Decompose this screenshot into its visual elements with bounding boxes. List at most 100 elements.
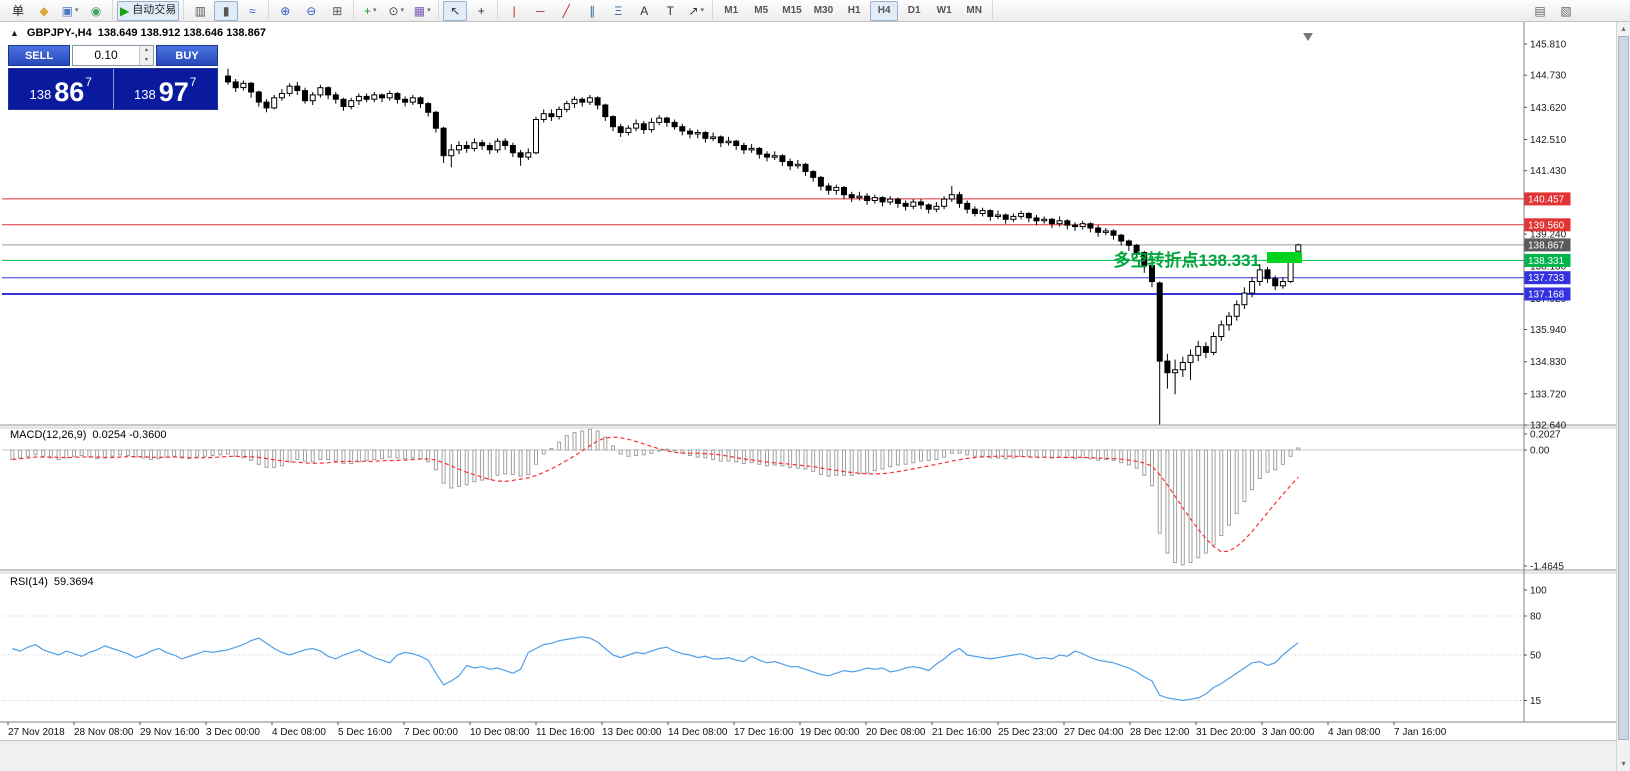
autotrading-button[interactable]: ▶ 自动交易 [117,0,180,21]
timeframe-m5-button[interactable]: M5 [747,1,775,21]
bid-prefix: 138 [29,87,52,102]
scrollbar-thumb[interactable] [1618,36,1629,740]
chart-title-bar: ▲ GBPJPY-,H4 138.649 138.912 138.646 138… [10,27,266,39]
chart-shift-marker[interactable] [1303,33,1313,41]
svg-text:31 Dec 20:00: 31 Dec 20:00 [1196,727,1256,738]
help-button[interactable]: ▧ [1554,1,1578,21]
crosshair-button[interactable]: + [469,1,493,21]
turning-point-marker-box[interactable] [1267,252,1302,263]
bar-chart-button[interactable]: ▥ [188,1,212,21]
volume-increase-button[interactable]: ▴ [140,46,153,56]
periods-icon: ⊙ [388,3,399,18]
zoom-out-button[interactable]: ⊖ [299,1,323,21]
fibonacci-button[interactable]: Ξ [606,1,630,21]
line-chart-button[interactable]: ≈ [240,1,264,21]
vertical-line-button[interactable]: | [502,1,526,21]
cursor-button[interactable]: ↖ [443,0,468,21]
svg-text:7 Dec 00:00: 7 Dec 00:00 [404,727,458,738]
timeframes-group: M1 M5 M15 M30 H1 H4 D1 W1 MN [713,0,994,22]
svg-text:141.430: 141.430 [1530,166,1567,177]
timeframe-d1-button[interactable]: D1 [900,1,928,21]
horizontal-line-button[interactable]: ─ [528,1,552,21]
svg-text:139.560: 139.560 [1528,220,1565,231]
sell-button[interactable]: SELL [8,45,70,66]
arrows-caret-icon: ▾ [700,7,705,14]
timeframe-h1-label: H1 [847,4,861,16]
label-button[interactable]: T [658,1,682,21]
scroll-up-icon[interactable]: ▴ [1621,24,1626,33]
timeframe-h4-button[interactable]: H4 [870,0,899,21]
channel-button[interactable]: ∥ [580,1,604,21]
new-order-icon: 单 [11,3,24,18]
indicators-icon: + [363,3,371,18]
templates-icon: ▦ [413,3,426,18]
svg-text:144.730: 144.730 [1530,71,1567,82]
svg-text:19 Dec 00:00: 19 Dec 00:00 [800,727,860,738]
text-icon: A [640,3,649,18]
timeframe-d1-label: D1 [907,4,921,16]
svg-text:135.940: 135.940 [1530,325,1567,336]
templates-button[interactable]: ▦ ▾ [410,1,434,21]
profiles-button[interactable]: ▣ ▾ [58,1,82,21]
zoom-in-button[interactable]: ⊕ [273,1,297,21]
candlestick-chart-button[interactable]: ▮ [214,0,239,21]
trendline-button[interactable]: ╱ [554,1,578,21]
chart-area: 145.810 144.730 143.620 142.510 141.430 139.2… [0,22,1630,771]
volume-input[interactable]: 0.10 [94,48,118,62]
vertical-scrollbar[interactable]: ▴ ▾ [1616,22,1630,771]
time-axis-labels: 27 Nov 2018 28 Nov 08:00 29 Nov 16:00 3 Dec… [7,722,1447,738]
svg-text:10 Dec 08:00: 10 Dec 08:00 [470,727,530,738]
macd-scale-label: 0.00 [1530,446,1550,457]
rsi-value: 59.3694 [53,576,94,588]
rsi-scale-label: 100 [1530,586,1547,597]
data-window-button[interactable]: ◉ [84,1,108,21]
orders-group: 单 ◆ ▣ ▾ ◉ [2,0,113,22]
timeframe-m15-label: M15 [782,4,802,16]
chart-window-button[interactable]: ◆ [32,1,56,21]
timeframe-mn-button[interactable]: MN [960,1,988,21]
rsi-line [12,636,1299,702]
timeframe-w1-button[interactable]: W1 [930,1,958,21]
trendline-icon: ╱ [562,3,570,18]
fibonacci-icon: Ξ [614,3,623,18]
insert-group: + ▾ ⊙ ▾ ▦ ▾ [354,0,440,22]
ask-pip-digit: 7 [189,75,197,89]
collapse-panel-icon[interactable]: ▲ [10,28,19,38]
indicators-button[interactable]: + ▾ [358,1,382,21]
svg-text:5 Dec 16:00: 5 Dec 16:00 [338,727,392,738]
svg-text:139.240: 139.240 [1530,230,1567,241]
macd-scale-label: -1.4645 [1530,562,1564,573]
text-button[interactable]: A [632,1,656,21]
timeframe-w1-label: W1 [936,4,952,16]
volume-decrease-button[interactable]: ▾ [140,55,153,65]
timeframe-m15-button[interactable]: M15 [777,1,806,21]
timeframe-h1-button[interactable]: H1 [840,1,868,21]
new-order-button[interactable]: 单 [6,1,30,21]
chart-canvas[interactable]: 145.810 144.730 143.620 142.510 141.430 139.2… [0,22,1616,740]
arrows-button[interactable]: ↗ ▾ [684,1,708,21]
price-gridlines [2,43,1524,395]
timeframe-m1-button[interactable]: M1 [717,1,745,21]
svg-text:14 Dec 08:00: 14 Dec 08:00 [668,727,728,738]
right-icons-group: ▤ ▧ [1524,0,1582,22]
periods-button[interactable]: ⊙ ▾ [384,1,408,21]
scroll-down-icon[interactable]: ▾ [1621,759,1626,768]
templates-caret-icon: ▾ [427,7,431,14]
ask-price-display[interactable]: 138 97 7 [114,69,218,109]
channel-icon: ∥ [589,3,596,18]
chart-list-button[interactable]: ▤ [1528,1,1552,21]
bid-price-display[interactable]: 138 86 7 [9,69,114,109]
timeframe-m30-button[interactable]: M30 [809,1,838,21]
svg-text:132.640: 132.640 [1530,421,1567,432]
price-scale-labels: 145.810 144.730 143.620 142.510 141.430 139.2… [1524,40,1571,432]
buy-button[interactable]: BUY [156,45,218,66]
svg-text:29 Nov 16:00: 29 Nov 16:00 [140,727,200,738]
svg-text:133.720: 133.720 [1530,389,1567,400]
tile-windows-button[interactable]: ⊞ [325,1,349,21]
timeframe-h4-label: H4 [877,4,891,16]
profiles-icon: ▣ [61,3,73,18]
candlestick-chart-icon: ▮ [222,3,230,18]
tile-windows-icon: ⊞ [332,3,343,18]
svg-text:138.130: 138.130 [1530,262,1567,273]
zoom-group: ⊕ ⊖ ⊞ [269,0,355,22]
